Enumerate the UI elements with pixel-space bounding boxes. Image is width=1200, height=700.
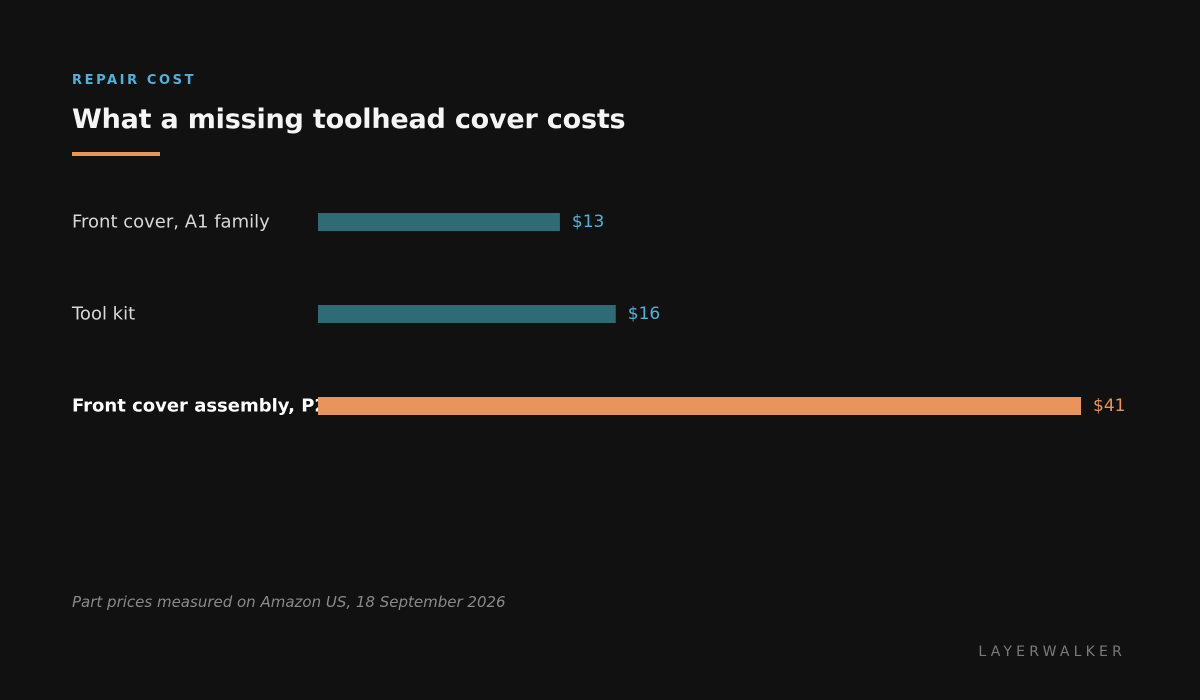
category-label: Front cover, A1 family	[72, 212, 270, 233]
bar	[318, 305, 616, 323]
value-label: $41	[1093, 396, 1125, 416]
chart-title: What a missing toolhead cover costs	[72, 104, 626, 135]
title-accent-rule	[72, 152, 160, 156]
chart-kicker: REPAIR COST	[72, 73, 197, 88]
bar	[318, 397, 1081, 415]
brand-wordmark: LAYERWALKER	[978, 644, 1126, 660]
category-label: Tool kit	[71, 304, 135, 325]
category-label: Front cover assembly, P2S	[72, 396, 340, 417]
value-label: $16	[628, 304, 660, 324]
value-label: $13	[572, 212, 604, 232]
source-note: Part prices measured on Amazon US, 18 Se…	[72, 593, 506, 611]
bar	[318, 213, 560, 231]
